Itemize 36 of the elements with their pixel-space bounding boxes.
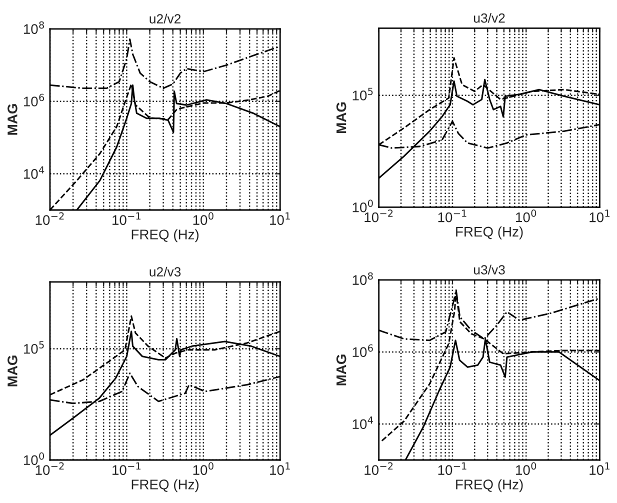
y-axis-title: MAG	[8, 356, 18, 386]
x-tick-label: 10$^{0}$	[193, 212, 214, 225]
x-tick-label: 10$^{1}$	[590, 210, 610, 222]
x-tick-label: 10$^{−1}$	[438, 462, 466, 475]
x-axis-title: FREQ (Hz)	[132, 229, 199, 242]
chart-title: u2/v2	[150, 14, 181, 24]
y-tick-label: 10$^{4}$	[24, 166, 44, 179]
chart-title: u3/v2	[474, 13, 505, 23]
y-tick-label: 10$^{8}$	[24, 21, 44, 34]
x-tick-label: 10$^{−1}$	[112, 212, 140, 225]
x-tick-label: 10$^{−1}$	[112, 462, 140, 475]
x-axis-title: FREQ (Hz)	[132, 479, 199, 492]
y-tick-label: 10$^{0}$	[24, 452, 44, 466]
x-axis-title: FREQ (Hz)	[456, 226, 523, 240]
chart-title: u3/v3	[474, 264, 505, 274]
x-tick-label: 10$^{0}$	[516, 210, 536, 222]
chart-title: u2/v3	[150, 266, 181, 277]
x-tick-label: 10$^{0}$	[193, 462, 214, 475]
y-tick-label: 10$^{6}$	[352, 344, 373, 358]
x-tick-label: 10$^{0}$	[516, 462, 536, 475]
y-tick-label: 10$^{0}$	[352, 200, 373, 212]
y-tick-label: 10$^{5}$	[24, 341, 44, 354]
x-tick-label: 10$^{1}$	[270, 462, 290, 475]
y-axis-title: MAG	[336, 354, 346, 386]
y-axis-title: MAG	[8, 104, 18, 135]
y-tick-label: 10$^{6}$	[24, 94, 44, 106]
x-tick-label: 10$^{1}$	[270, 212, 290, 225]
y-tick-label: 10$^{5}$	[352, 88, 373, 100]
x-tick-label: 10$^{−2}$	[364, 462, 393, 475]
x-tick-label: 10$^{−1}$	[438, 210, 466, 222]
y-tick-label: 10$^{4}$	[352, 416, 373, 430]
y-axis-title: MAG	[336, 102, 346, 133]
x-tick-label: 10$^{−2}$	[36, 212, 64, 225]
y-tick-label: 10$^{8}$	[352, 272, 373, 285]
x-tick-label: 10$^{1}$	[590, 462, 610, 475]
x-axis-title: FREQ (Hz)	[456, 479, 523, 492]
